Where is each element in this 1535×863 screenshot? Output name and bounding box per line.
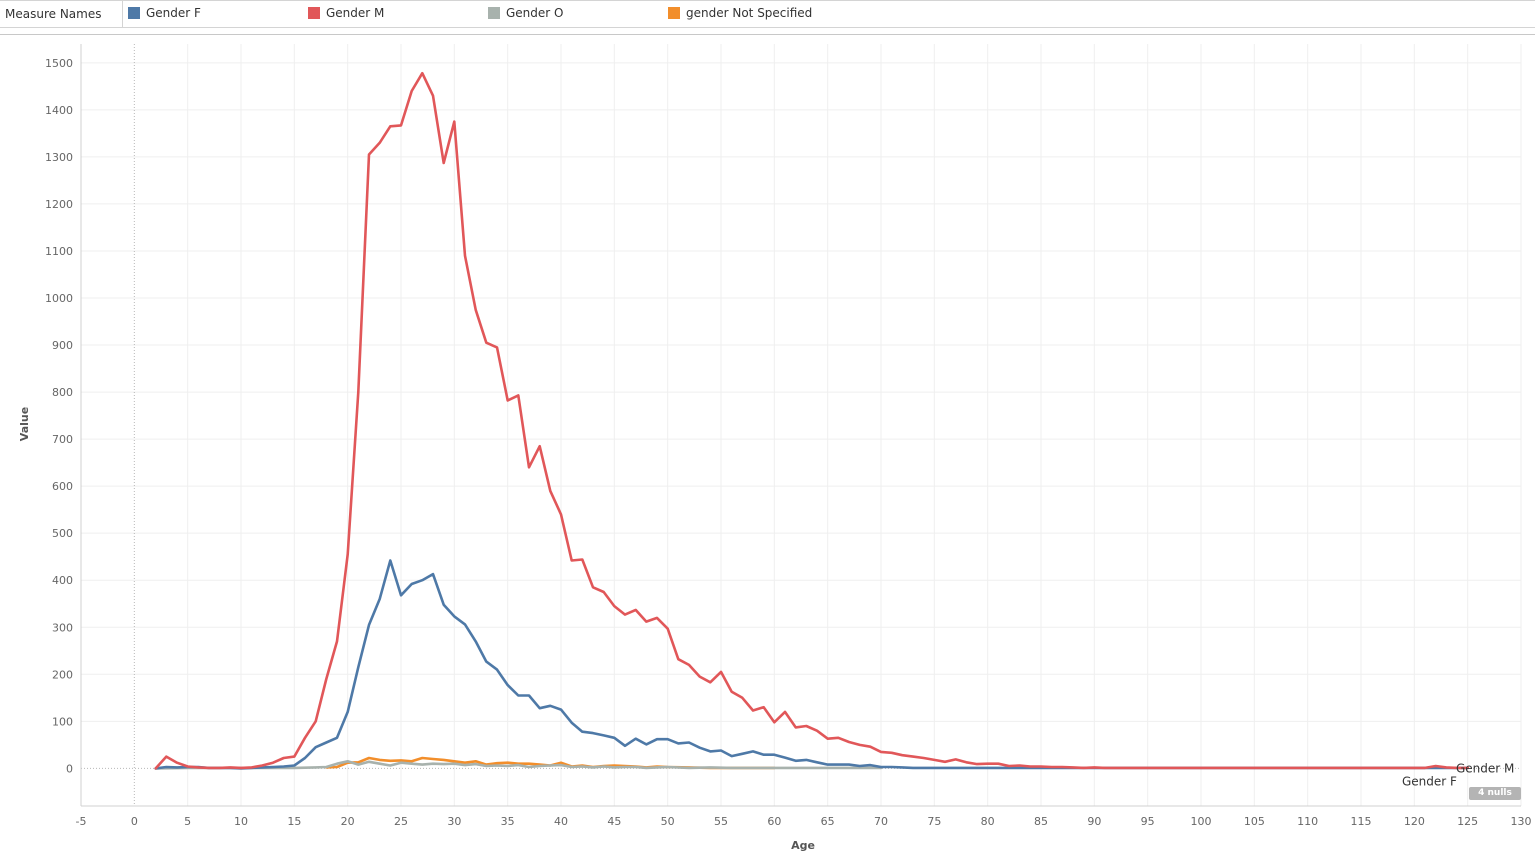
- y-tick-label: 600: [52, 480, 73, 493]
- x-tick-label: 20: [341, 815, 355, 828]
- x-tick-label: 50: [661, 815, 675, 828]
- legend-bar: Measure Names Gender F Gender M Gender O…: [0, 0, 1535, 28]
- legend-title: Measure Names: [0, 1, 123, 28]
- series-line-gender-m[interactable]: [154, 71, 1469, 770]
- x-tick-label: 110: [1297, 815, 1318, 828]
- series-layer: [154, 71, 1469, 770]
- y-tick-label: 1100: [45, 245, 73, 258]
- y-tick-label: 1400: [45, 104, 73, 117]
- legend-swatch: [128, 7, 140, 19]
- legend-item-gender-m[interactable]: Gender M: [308, 1, 384, 28]
- x-tick-label: 0: [131, 815, 138, 828]
- x-tick-label: 5: [184, 815, 191, 828]
- x-tick-label: 60: [767, 815, 781, 828]
- x-tick-label: 40: [554, 815, 568, 828]
- legend-swatch: [668, 7, 680, 19]
- end-label-gender-f: Gender F: [1402, 774, 1457, 788]
- y-tick-label: 1500: [45, 57, 73, 70]
- series-line-gender-o[interactable]: [154, 760, 883, 770]
- legend-item-gender-f[interactable]: Gender F: [128, 1, 201, 28]
- x-tick-label: 30: [447, 815, 461, 828]
- y-tick-label: 1000: [45, 292, 73, 305]
- x-tick-label: 10: [234, 815, 248, 828]
- y-tick-label: 900: [52, 339, 73, 352]
- legend-label: Gender M: [326, 6, 385, 20]
- y-tick-label: 800: [52, 386, 73, 399]
- legend-swatch: [308, 7, 320, 19]
- y-tick-label: 1300: [45, 151, 73, 164]
- x-tick-label: 125: [1457, 815, 1478, 828]
- axes: [80, 44, 1521, 807]
- y-tick-label: 700: [52, 433, 73, 446]
- x-tick-label: 120: [1404, 815, 1425, 828]
- legend-label: Gender F: [146, 6, 201, 20]
- y-tick-label: 400: [52, 574, 73, 587]
- x-tick-label: 70: [874, 815, 888, 828]
- grid-lines: [80, 44, 1522, 806]
- legend-swatch: [488, 7, 500, 19]
- x-tick-label: -5: [76, 815, 87, 828]
- x-tick-label: 15: [287, 815, 301, 828]
- x-tick-label: 115: [1351, 815, 1372, 828]
- labels-layer: -5 0 5 10 15 20 25 30 35 40 45 50 55 60 65 70 75 80 85 90 95…: [18, 57, 1532, 852]
- x-tick-label: 85: [1034, 815, 1048, 828]
- x-axis-title: Age: [791, 839, 815, 852]
- y-tick-label: 500: [52, 527, 73, 540]
- legend-label: gender Not Specified: [686, 6, 813, 20]
- x-tick-label: 25: [394, 815, 408, 828]
- x-tick-label: 65: [821, 815, 835, 828]
- y-tick-label: 100: [52, 715, 73, 728]
- x-tick-label: 75: [927, 815, 941, 828]
- y-tick-label: 0: [66, 762, 73, 775]
- y-tick-label: 1200: [45, 198, 73, 211]
- line-chart[interactable]: -5 0 5 10 15 20 25 30 35 40 45 50 55 60 65 70 75 80 85 90 95…: [0, 36, 1535, 863]
- y-tick-label: 300: [52, 621, 73, 634]
- x-tick-label: 100: [1191, 815, 1212, 828]
- x-tick-label: 130: [1511, 815, 1532, 828]
- x-tick-label: 105: [1244, 815, 1265, 828]
- x-tick-label: 45: [607, 815, 621, 828]
- x-tick-label: 80: [981, 815, 995, 828]
- legend-label: Gender O: [506, 6, 564, 20]
- y-tick-label: 200: [52, 668, 73, 681]
- series-line-gender-f[interactable]: [154, 559, 1469, 770]
- nulls-badge[interactable]: 4 nulls: [1469, 787, 1521, 800]
- x-tick-label: 55: [714, 815, 728, 828]
- x-tick-label: 95: [1141, 815, 1155, 828]
- separator-line: [0, 34, 1535, 35]
- x-tick-label: 90: [1087, 815, 1101, 828]
- end-label-gender-m: Gender M: [1456, 761, 1514, 775]
- y-axis-title: Value: [18, 407, 31, 441]
- x-tick-label: 35: [501, 815, 515, 828]
- legend-item-gender-o[interactable]: Gender O: [488, 1, 563, 28]
- legend-item-gender-not-specified[interactable]: gender Not Specified: [668, 1, 812, 28]
